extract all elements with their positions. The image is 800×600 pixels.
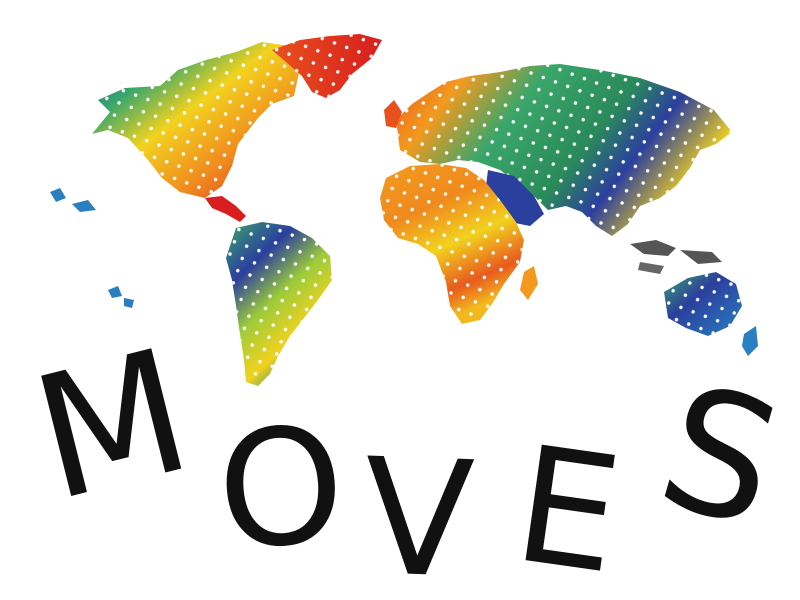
wordmark-letter-s: S (641, 347, 799, 567)
continent-eurasia (384, 64, 732, 236)
islands-pacific (50, 188, 134, 308)
continent-africa (380, 164, 538, 324)
continent-greenland (272, 34, 382, 98)
wordmark-letter-v: V (361, 423, 477, 600)
continent-north-america (92, 42, 300, 222)
wordmark-letter-e: E (505, 410, 631, 600)
continent-southeast-asia (630, 240, 722, 274)
continent-south-america (226, 222, 332, 386)
wordmark-letter-m: M (17, 312, 207, 540)
continent-australia (664, 272, 758, 356)
wordmark: M O V E S (17, 312, 799, 600)
wordmark-letter-o: O (212, 391, 351, 586)
